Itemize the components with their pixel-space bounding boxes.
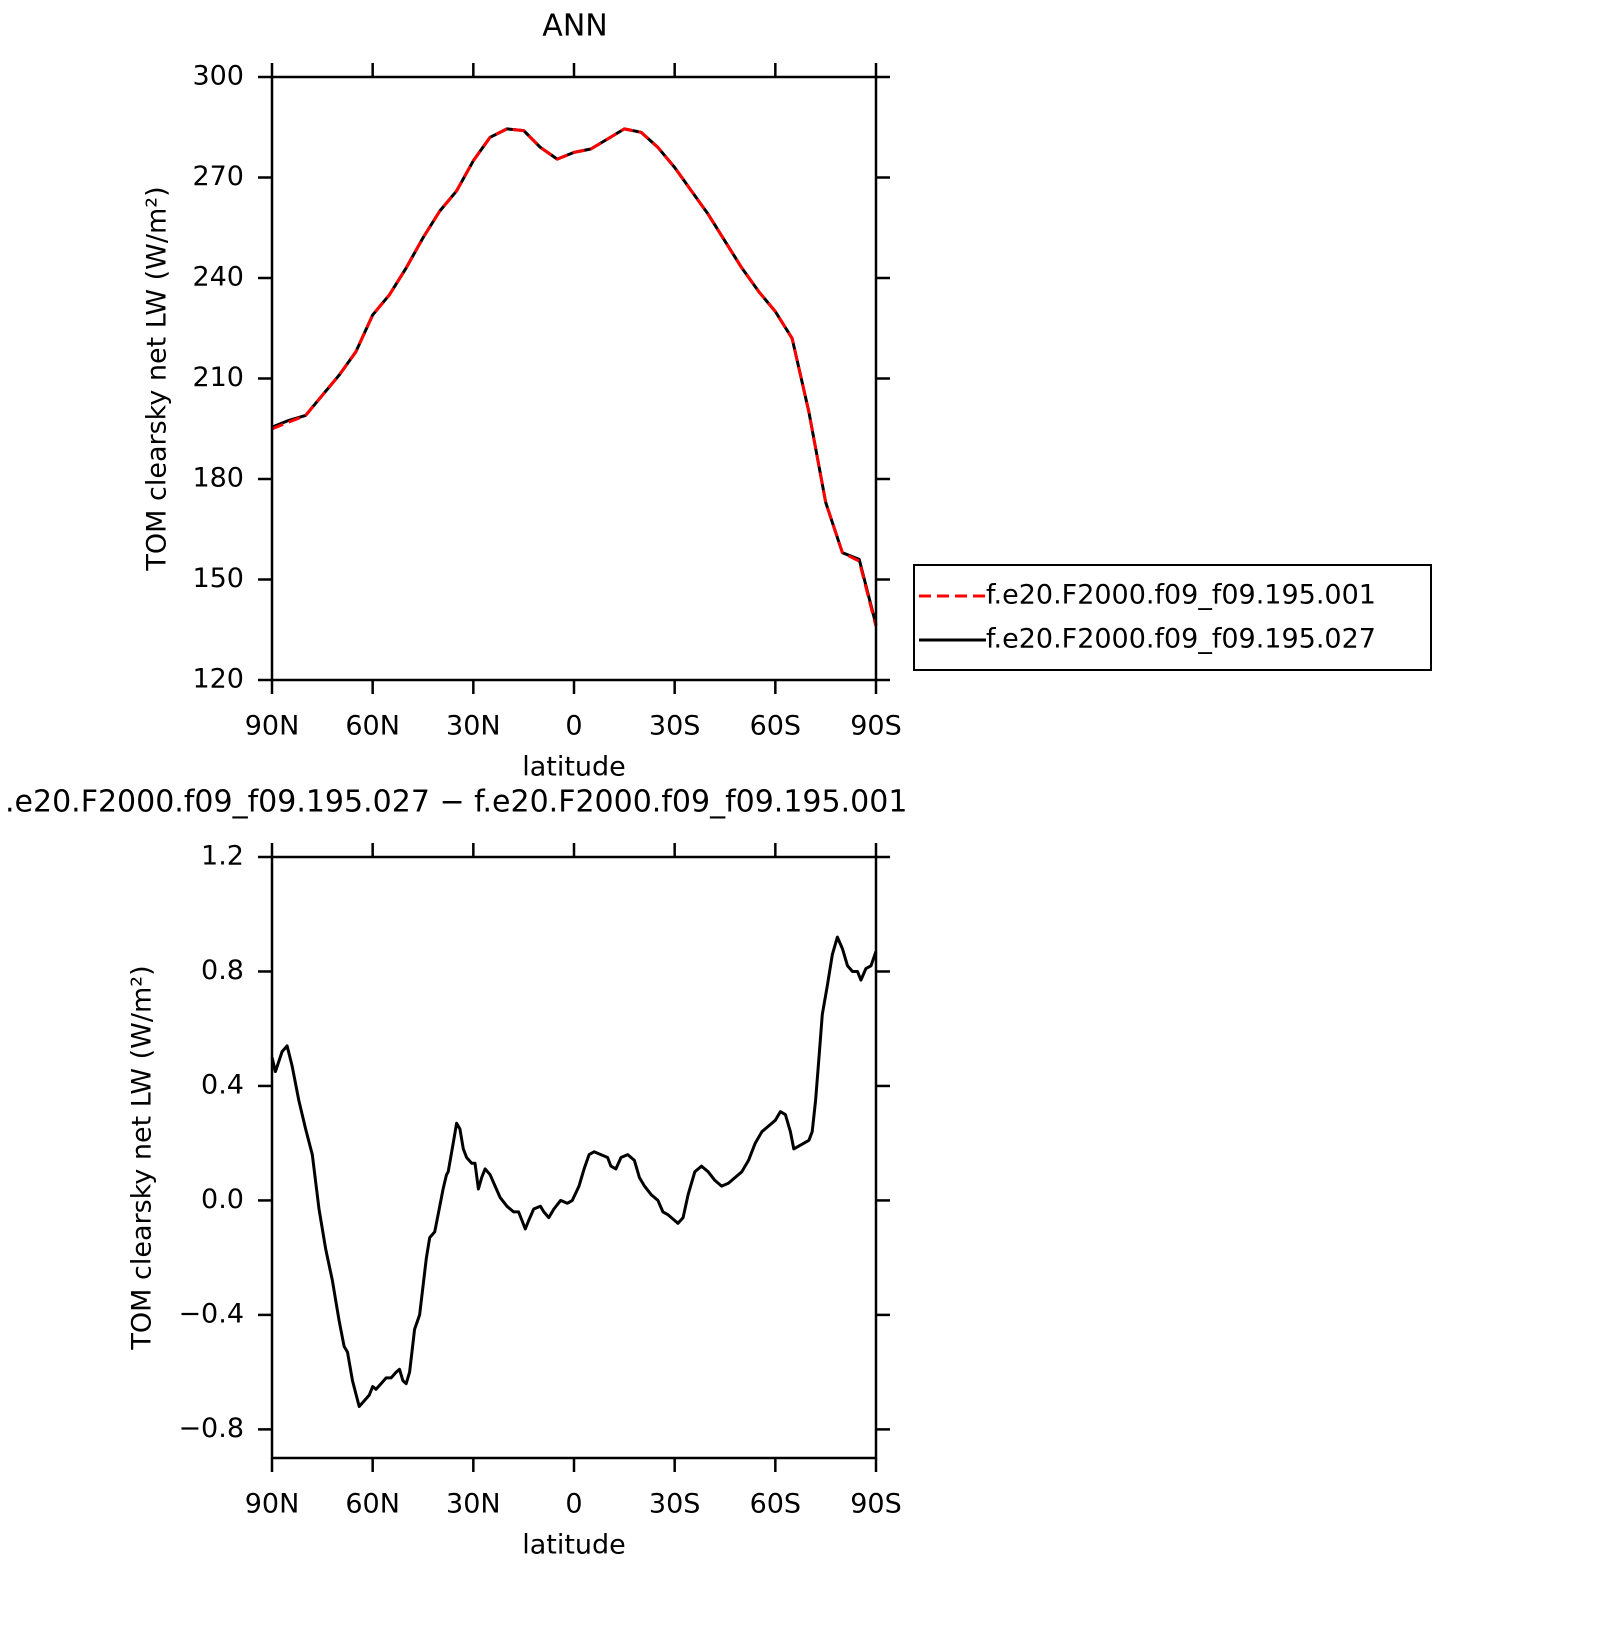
data-line bbox=[271, 127, 878, 626]
y-tick-label: 300 bbox=[192, 61, 244, 92]
x-tick-label: 0 bbox=[565, 1489, 582, 1520]
y-tick-label: 120 bbox=[192, 664, 244, 695]
legend-label: f.e20.F2000.f09_f09.195.027 bbox=[986, 624, 1376, 655]
x-axis-label: latitude bbox=[522, 752, 626, 783]
x-tick-label: 0 bbox=[565, 711, 582, 742]
legend-label: f.e20.F2000.f09_f09.195.001 bbox=[986, 580, 1376, 611]
y-tick-label: −0.8 bbox=[178, 1413, 244, 1444]
y-tick-label: 180 bbox=[192, 463, 244, 494]
x-tick-label: 90N bbox=[245, 711, 300, 742]
y-tick-label: 0.8 bbox=[201, 955, 244, 986]
y-tick-label: 240 bbox=[192, 262, 244, 293]
y-tick-label: −0.4 bbox=[178, 1298, 244, 1329]
y-tick-label: 0.0 bbox=[201, 1184, 244, 1215]
y-tick-label: 210 bbox=[192, 362, 244, 393]
plot-frame bbox=[270, 855, 878, 1460]
data-line bbox=[270, 935, 878, 1408]
chart-title: ANN bbox=[542, 9, 607, 44]
x-axis-label: latitude bbox=[522, 1530, 626, 1561]
y-axis-label: TOM clearsky net LW (W/m²) bbox=[142, 186, 173, 571]
legend-box bbox=[913, 564, 1432, 671]
chart-title: .e20.F2000.f09_f09.195.027 − f.e20.F2000… bbox=[5, 785, 907, 820]
x-tick-label: 90S bbox=[850, 1489, 902, 1520]
x-tick-label: 90S bbox=[850, 711, 902, 742]
x-tick-label: 60S bbox=[750, 711, 802, 742]
x-tick-label: 60N bbox=[345, 1489, 400, 1520]
x-tick-label: 60N bbox=[345, 711, 400, 742]
data-line bbox=[271, 127, 878, 627]
x-tick-label: 30S bbox=[649, 711, 701, 742]
y-tick-label: 1.2 bbox=[201, 841, 244, 872]
plot-frame bbox=[270, 75, 878, 682]
y-tick-label: 0.4 bbox=[201, 1069, 244, 1100]
x-tick-label: 30S bbox=[649, 1489, 701, 1520]
y-axis-label: TOM clearsky net LW (W/m²) bbox=[127, 965, 158, 1350]
y-tick-label: 270 bbox=[192, 161, 244, 192]
x-tick-label: 90N bbox=[245, 1489, 300, 1520]
x-tick-label: 30N bbox=[446, 1489, 501, 1520]
x-tick-label: 60S bbox=[750, 1489, 802, 1520]
x-tick-label: 30N bbox=[446, 711, 501, 742]
y-tick-label: 150 bbox=[192, 563, 244, 594]
